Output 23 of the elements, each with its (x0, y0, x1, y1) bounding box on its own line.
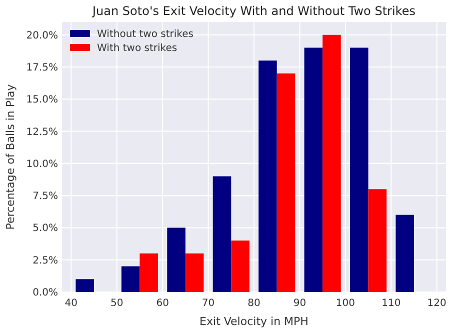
y-tick-label: 2.5% (32, 255, 58, 266)
legend-label: With two strikes (97, 43, 178, 54)
x-tick-label: 120 (427, 298, 446, 309)
x-tick-label: 60 (156, 298, 169, 309)
chart-title: Juan Soto's Exit Velocity With and Without Two Strikes (92, 4, 416, 18)
y-tick-label: 17.5% (26, 62, 58, 74)
legend-label: Without two strikes (97, 29, 194, 40)
x-tick-label: 80 (248, 298, 260, 309)
y-tick-label: 12.5% (26, 126, 58, 138)
y-tick-label: 15.0% (26, 94, 58, 106)
x-tick-label: 50 (110, 298, 124, 309)
x-tick-label: 100 (336, 298, 355, 309)
y-tick-label: 0.0% (32, 288, 58, 298)
x-axis-title: Exit Velocity in MPH (200, 315, 308, 328)
x-tick-label: 40 (64, 298, 78, 309)
x-tick-label: 110 (382, 298, 401, 309)
y-axis-title: Percentage of Balls in Play (4, 84, 17, 230)
x-tick-label: 70 (202, 298, 215, 309)
y-tick-label: 7.5% (32, 191, 58, 202)
y-tick-label: 5.0% (32, 223, 58, 234)
y-tick-label: 20.0% (26, 30, 58, 42)
x-tick-label: 90 (293, 298, 306, 309)
y-tick-label: 10.0% (26, 158, 58, 170)
